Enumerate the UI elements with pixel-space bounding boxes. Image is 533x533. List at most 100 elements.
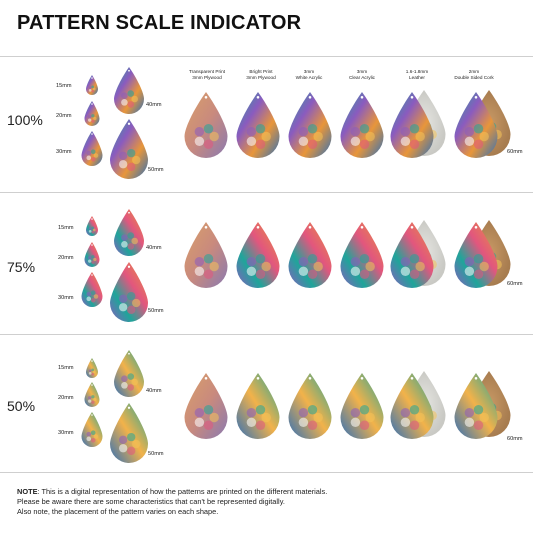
hanging-hole — [91, 103, 93, 105]
flower-petal — [86, 291, 92, 297]
sample-clear-acrylic — [340, 222, 384, 288]
sample-transparent-plywood — [184, 92, 228, 158]
flower-petal — [486, 121, 497, 132]
flower-petal — [298, 256, 309, 267]
flower-petal — [88, 369, 92, 372]
size-label: 60mm — [507, 149, 523, 155]
flower-petal — [486, 418, 497, 428]
flower-petal — [203, 269, 214, 279]
flower-petal — [127, 373, 135, 380]
hanging-hole — [474, 376, 478, 380]
hanging-hole — [360, 95, 364, 99]
flower-petal — [473, 123, 484, 134]
divider — [0, 472, 533, 473]
flower-petal — [127, 162, 136, 172]
flower-petal — [86, 296, 92, 302]
size-label: 50mm — [148, 167, 164, 173]
flower-petal — [479, 261, 489, 272]
hanging-hole — [308, 376, 312, 380]
flower-petal — [421, 402, 432, 413]
flower-petal — [359, 139, 370, 149]
hanging-hole — [204, 376, 208, 380]
size-label: 40mm — [146, 102, 162, 108]
size-label: 50mm — [148, 308, 164, 314]
sample-leather — [390, 222, 434, 288]
flower-petal — [86, 155, 92, 161]
flower-petal — [246, 266, 257, 277]
flower-petal — [350, 136, 361, 147]
flower-petal — [365, 412, 375, 423]
flower-petal — [473, 404, 484, 415]
hanging-hole — [127, 265, 131, 268]
flower-petal — [93, 153, 99, 158]
flower-petal — [412, 415, 423, 426]
flower-petal — [90, 437, 96, 443]
flower-petal — [88, 230, 92, 233]
flower-petal — [88, 256, 92, 260]
flower-petal — [246, 256, 257, 267]
flower-petal — [121, 375, 128, 382]
sample-40mm — [114, 350, 144, 397]
flower-petal — [427, 410, 437, 421]
sample-transparent-plywood — [184, 222, 228, 288]
flower-petal — [92, 87, 96, 91]
flower-petal — [415, 131, 425, 142]
flower-petal — [90, 297, 96, 303]
flower-petal — [93, 434, 99, 439]
flower-petal — [91, 395, 95, 399]
hanging-hole — [410, 95, 414, 99]
flower-petal — [298, 417, 309, 428]
flower-petal — [255, 269, 266, 279]
hanging-hole — [204, 95, 208, 99]
flower-petal — [88, 372, 92, 375]
flower-petal — [464, 417, 475, 428]
flower-petal — [91, 230, 95, 234]
flower-petal — [209, 412, 219, 423]
flower-petal — [131, 95, 138, 103]
flower-petal — [350, 407, 361, 418]
flower-petal — [246, 407, 257, 418]
flower-petal — [127, 446, 136, 456]
sample-cork — [454, 222, 498, 288]
sample-bright-plywood — [236, 373, 280, 439]
material-header: Bright Print 3mm Plywood — [246, 69, 276, 80]
flower-petal — [194, 136, 205, 147]
flower-petal — [255, 253, 266, 264]
flower-petal — [486, 137, 497, 147]
flower-petal — [91, 255, 95, 259]
flower-petal — [203, 253, 214, 264]
flower-petal — [473, 253, 484, 264]
flower-petal — [307, 269, 318, 279]
hanging-hole — [256, 376, 260, 380]
sample-white-acrylic — [288, 222, 332, 288]
flower-petal — [313, 261, 323, 272]
divider — [0, 56, 533, 57]
flower-petal — [88, 89, 92, 92]
flower-petal — [88, 396, 92, 400]
hanging-hole — [128, 69, 130, 72]
flower-petal — [477, 254, 488, 265]
divider — [0, 192, 533, 193]
flower-petal — [88, 259, 92, 263]
flower-petal — [127, 243, 135, 250]
flower-petal — [412, 264, 423, 275]
flower-petal — [307, 404, 318, 415]
flower-petal — [359, 404, 370, 415]
hanging-hole — [360, 376, 364, 380]
flower-petal — [486, 267, 497, 277]
hanging-hole — [91, 414, 93, 416]
flower-petal — [307, 139, 318, 149]
flower-petal — [307, 253, 318, 264]
size-label: 20mm — [58, 395, 74, 401]
flower-petal — [93, 116, 97, 121]
hanging-hole — [127, 406, 131, 409]
size-label: 50mm — [148, 451, 164, 457]
flower-petal — [203, 139, 214, 149]
flower-petal — [400, 266, 411, 277]
flower-petal — [313, 131, 323, 142]
sample-30mm — [81, 131, 103, 166]
divider — [0, 334, 533, 335]
flower-petal — [421, 137, 432, 147]
flower-petal — [121, 241, 128, 248]
flower-petal — [90, 430, 96, 436]
